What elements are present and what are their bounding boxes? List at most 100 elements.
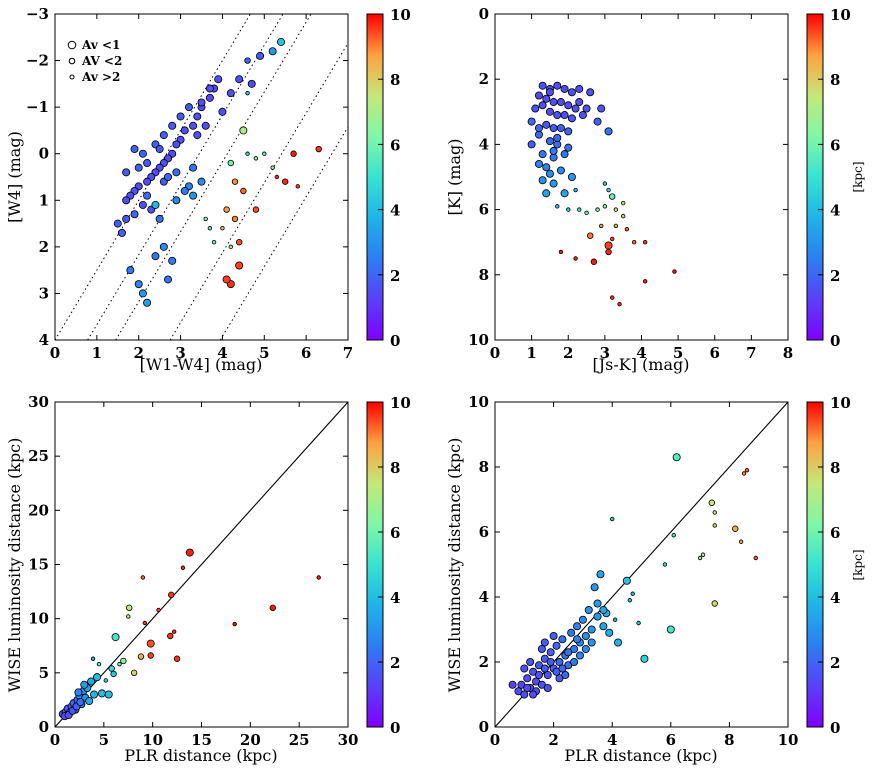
data-point bbox=[244, 57, 251, 64]
data-point bbox=[270, 165, 275, 170]
data-point bbox=[520, 664, 529, 673]
data-point bbox=[558, 664, 567, 673]
data-point bbox=[253, 156, 259, 161]
colorbar-tick-label: 2 bbox=[830, 654, 840, 672]
data-point bbox=[546, 658, 555, 667]
data-point bbox=[553, 81, 562, 90]
p3-ticks: 0 5 10 15 20 25 30 0 5 10 15 20 25 30 bbox=[28, 393, 358, 749]
panel-w4-vs-w1w4: 0 1 2 3 4 5 6 7 −3 −2 −1 0 1 2 3 4 Av <1 AV <2 Av >2 [W… bbox=[5, 5, 411, 374]
data-point bbox=[575, 651, 584, 660]
data-point bbox=[567, 172, 576, 181]
x-tick-label: 0 bbox=[490, 731, 500, 749]
x-tick-label: 10 bbox=[778, 731, 799, 749]
data-point bbox=[612, 617, 618, 622]
data-point bbox=[593, 612, 602, 621]
data-point bbox=[538, 150, 547, 159]
data-point bbox=[189, 163, 198, 172]
data-point bbox=[529, 690, 538, 699]
data-point bbox=[570, 658, 579, 667]
y-tick-label: −1 bbox=[26, 98, 49, 116]
extinction-reference-line bbox=[169, 42, 348, 340]
data-point bbox=[138, 289, 147, 298]
data-point bbox=[581, 632, 590, 641]
colorbar-tick-label: 2 bbox=[390, 267, 400, 285]
data-point bbox=[130, 145, 139, 154]
data-point bbox=[584, 606, 593, 615]
p1-colorbar: 0 2 4 6 8 10 bbox=[366, 6, 411, 350]
data-point bbox=[193, 112, 202, 121]
data-point bbox=[753, 555, 758, 561]
data-point bbox=[606, 187, 611, 193]
data-point bbox=[537, 645, 546, 654]
colorbar-tick-label: 10 bbox=[390, 6, 411, 24]
data-point bbox=[597, 104, 606, 113]
plot-frame bbox=[54, 13, 349, 341]
data-point bbox=[586, 88, 595, 97]
data-point bbox=[577, 207, 582, 212]
data-point bbox=[240, 187, 247, 195]
data-point bbox=[172, 140, 181, 149]
data-point bbox=[232, 621, 237, 627]
data-point bbox=[92, 673, 101, 682]
data-point bbox=[542, 94, 551, 103]
data-point bbox=[599, 606, 608, 615]
data-point bbox=[527, 140, 536, 149]
data-point bbox=[622, 576, 631, 585]
data-point bbox=[553, 133, 562, 142]
colorbar-tick-label: 10 bbox=[830, 6, 851, 24]
x-tick-label: 3 bbox=[175, 344, 185, 362]
data-point bbox=[223, 206, 230, 213]
data-point bbox=[193, 131, 202, 140]
data-point bbox=[113, 219, 122, 228]
p4-reference-lines bbox=[495, 402, 788, 727]
colorbar-tick-label: 8 bbox=[830, 459, 840, 477]
colorbar-label: [kpc] bbox=[851, 161, 865, 192]
data-point bbox=[582, 104, 591, 113]
colorbar-tick-label: 0 bbox=[830, 332, 840, 350]
data-point bbox=[205, 93, 214, 102]
data-point bbox=[602, 204, 608, 209]
x-tick-label: 1 bbox=[526, 344, 536, 362]
data-point bbox=[189, 191, 198, 200]
data-point bbox=[567, 88, 576, 97]
data-point bbox=[159, 131, 168, 140]
y-tick-label: 2 bbox=[479, 70, 489, 88]
data-point bbox=[538, 176, 547, 185]
colorbar-tick-label: 4 bbox=[830, 202, 840, 220]
legend-label: Av >2 bbox=[81, 70, 120, 84]
data-point bbox=[640, 654, 649, 663]
data-point bbox=[561, 671, 570, 680]
data-point bbox=[235, 75, 244, 84]
data-point bbox=[531, 104, 540, 113]
data-point bbox=[558, 249, 564, 255]
data-point bbox=[126, 604, 133, 612]
data-point bbox=[142, 620, 148, 626]
data-point bbox=[130, 669, 138, 677]
data-point bbox=[180, 565, 186, 570]
data-point bbox=[140, 575, 146, 580]
data-point bbox=[567, 628, 576, 637]
y-tick-label: 10 bbox=[468, 393, 489, 411]
colorbar-tick-label: 8 bbox=[390, 71, 400, 89]
x-tick-label: 6 bbox=[301, 344, 311, 362]
data-point bbox=[564, 648, 573, 657]
data-point bbox=[543, 671, 552, 680]
y-tick-label: 6 bbox=[479, 201, 489, 219]
data-point bbox=[566, 207, 571, 212]
data-point bbox=[549, 179, 558, 188]
data-point bbox=[290, 150, 297, 157]
colorbar-tick-label: 6 bbox=[830, 136, 840, 154]
data-point bbox=[620, 200, 626, 206]
data-point bbox=[155, 145, 164, 154]
data-point bbox=[542, 189, 551, 198]
colorbar-tick-label: 4 bbox=[390, 202, 400, 220]
identity-line bbox=[55, 402, 348, 727]
data-point bbox=[617, 301, 622, 307]
data-point bbox=[593, 599, 602, 608]
colorbar-tick-label: 8 bbox=[830, 71, 840, 89]
y-tick-label: 8 bbox=[479, 458, 489, 476]
data-point bbox=[197, 177, 206, 186]
data-point bbox=[282, 178, 289, 185]
data-point bbox=[534, 124, 543, 133]
